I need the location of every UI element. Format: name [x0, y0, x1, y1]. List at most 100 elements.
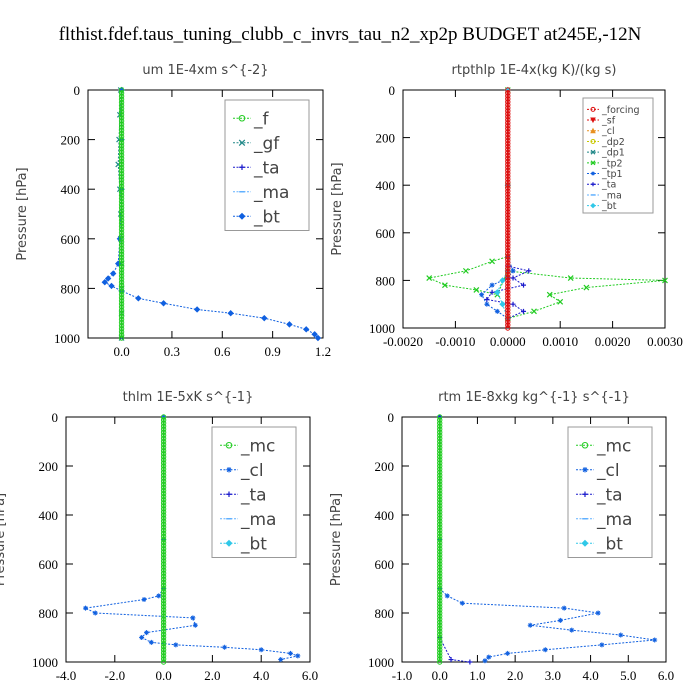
data-point	[160, 493, 167, 500]
data-point	[505, 289, 511, 295]
data-point	[118, 236, 125, 242]
data-point	[437, 647, 443, 653]
data-point	[484, 296, 490, 302]
data-point	[437, 650, 443, 656]
series-f	[118, 87, 125, 341]
data-point	[505, 173, 511, 179]
data-point	[118, 205, 125, 211]
x-tick-label: 0.9	[265, 344, 281, 359]
y-tick-label: 200	[376, 131, 396, 146]
x-tick-label: 3.0	[545, 668, 561, 683]
series-forcing	[505, 87, 511, 331]
data-point	[104, 275, 112, 282]
data-point	[437, 469, 443, 475]
data-point	[118, 202, 125, 208]
data-point	[437, 515, 443, 521]
data-point	[118, 149, 125, 155]
data-point	[505, 170, 511, 177]
data-point	[437, 561, 443, 567]
data-point	[160, 613, 167, 619]
data-point	[505, 209, 511, 215]
data-point	[437, 500, 443, 506]
y-tick-label: 600	[39, 557, 59, 572]
y-tick-label: 600	[375, 557, 395, 572]
data-point	[505, 227, 511, 233]
legend-marker	[590, 106, 596, 112]
data-point	[437, 524, 443, 530]
data-point	[467, 659, 473, 665]
data-point	[437, 518, 443, 524]
data-point	[108, 282, 115, 290]
data-point	[505, 247, 511, 254]
x-tick-label: 1.0	[469, 668, 485, 683]
data-point	[160, 539, 167, 546]
legend-label: _tp2	[601, 158, 623, 169]
data-point	[160, 591, 167, 598]
data-point	[505, 185, 511, 191]
data-point	[287, 650, 293, 656]
data-point	[118, 112, 125, 118]
data-point	[441, 282, 448, 289]
data-point	[557, 617, 563, 623]
data-point	[118, 208, 125, 214]
data-point	[160, 490, 167, 497]
data-point	[160, 426, 167, 432]
data-point	[160, 438, 167, 445]
data-point	[118, 155, 125, 161]
data-point	[118, 217, 125, 223]
data-point	[531, 308, 537, 315]
data-point	[437, 552, 443, 558]
x-tick-label: 2.0	[507, 668, 523, 683]
data-point	[160, 582, 167, 589]
data-point	[437, 573, 443, 579]
data-point	[662, 277, 668, 284]
data-point	[505, 191, 511, 197]
data-point	[437, 533, 443, 540]
data-point	[437, 585, 443, 592]
data-point	[437, 625, 443, 632]
data-point	[118, 105, 125, 112]
data-point	[160, 607, 167, 613]
data-point	[160, 451, 167, 457]
data-point	[160, 598, 167, 604]
data-point	[160, 561, 167, 567]
x-tick-label: -0.0010	[435, 334, 475, 349]
x-tick-label: 0.0010	[542, 334, 578, 349]
data-point	[505, 161, 511, 168]
legend: _f _gf _ta _ma _bt	[224, 99, 310, 231]
data-point	[505, 137, 511, 144]
data-point	[437, 558, 443, 564]
legend-box	[211, 426, 297, 558]
data-point	[160, 460, 167, 466]
legend-marker	[591, 171, 595, 176]
data-point	[505, 218, 511, 224]
data-point	[118, 180, 125, 186]
data-point	[192, 622, 198, 628]
data-point	[118, 316, 125, 323]
data-point	[160, 604, 167, 610]
data-point	[437, 637, 443, 644]
data-point	[160, 588, 167, 595]
data-point	[437, 656, 443, 662]
data-point	[118, 174, 125, 180]
data-point	[286, 321, 293, 328]
data-point	[160, 414, 167, 420]
data-point	[160, 585, 167, 592]
data-point	[118, 158, 125, 165]
data-point	[118, 102, 125, 109]
data-point	[569, 627, 575, 633]
figure-title: flthist.fdef.taus_tuning_clubb_c_invrs_t…	[59, 24, 642, 45]
data-point	[437, 582, 443, 589]
legend-label: _cl	[601, 126, 615, 137]
data-point	[505, 650, 511, 656]
legend-marker	[225, 441, 233, 449]
data-point	[92, 610, 98, 616]
data-point	[118, 124, 125, 130]
data-point	[505, 250, 511, 257]
data-point	[479, 292, 485, 298]
data-point	[118, 301, 125, 307]
chart-title: rtpthlp 1E-4x(kg K)/(kg s)	[452, 63, 617, 78]
data-point	[118, 260, 125, 267]
data-point	[505, 188, 511, 194]
data-point	[437, 622, 443, 628]
